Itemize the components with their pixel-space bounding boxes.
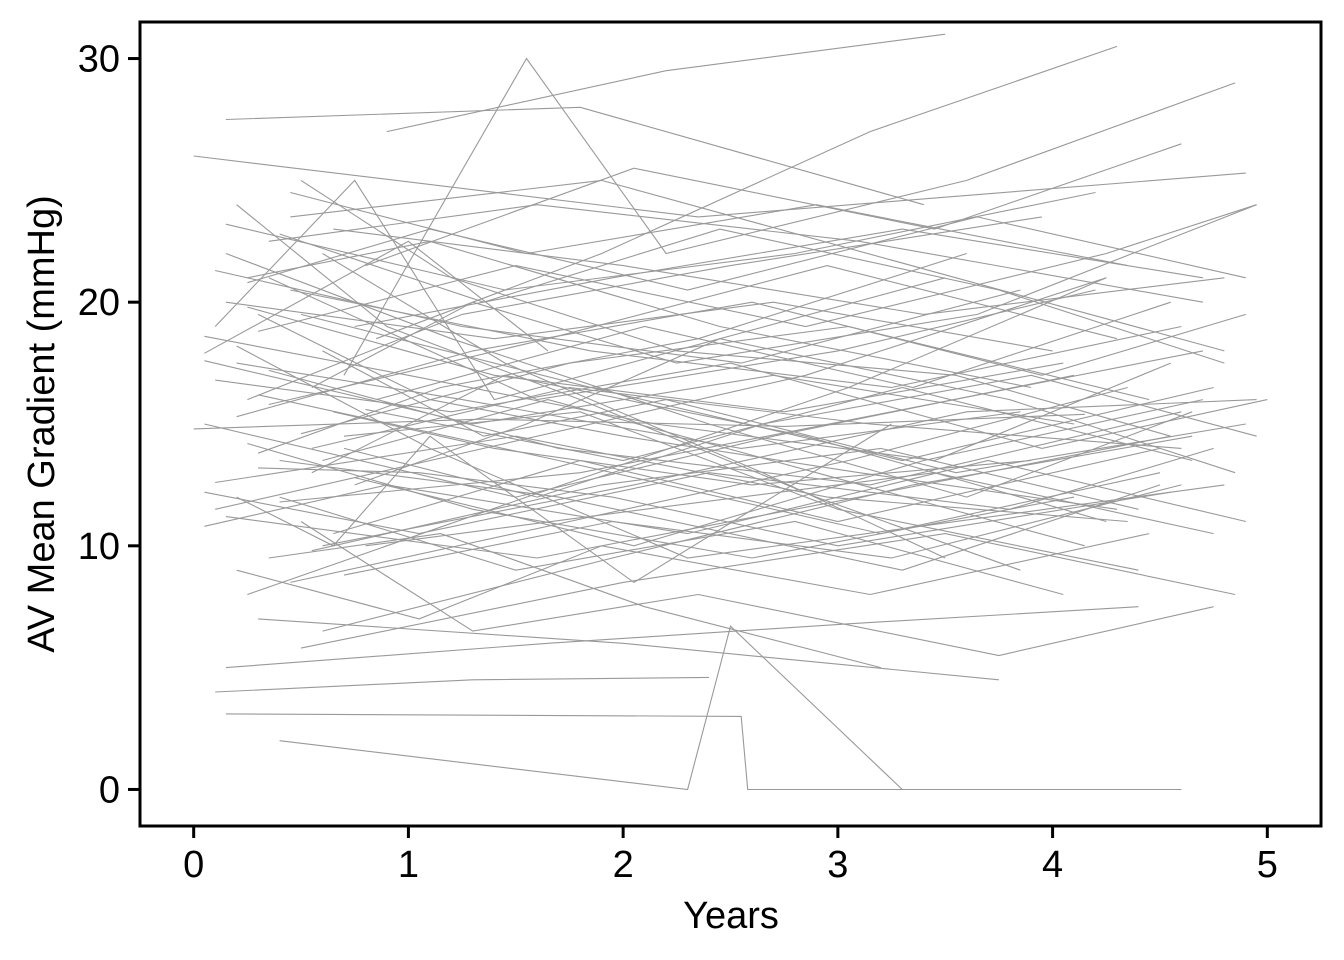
series-line-11 [225, 252, 1193, 498]
series-line-36 [215, 435, 1128, 523]
series-line-10 [236, 423, 892, 584]
series-line-69 [333, 447, 1161, 535]
series-line-46 [322, 435, 1193, 632]
series-line-39 [376, 45, 1118, 340]
series-line-49 [354, 338, 1236, 486]
series-line-81 [300, 325, 1150, 435]
series-line-3 [215, 676, 710, 693]
series-line-60 [279, 350, 1204, 503]
series-line-25 [268, 533, 881, 669]
series-line-74 [311, 447, 1139, 552]
series-line-42 [343, 411, 1139, 571]
series-line-19 [311, 386, 1182, 449]
y-tick-label: 20 [78, 282, 120, 324]
series-line-77 [279, 228, 1225, 364]
series-line-61 [225, 191, 1096, 291]
series-line-18 [257, 313, 1118, 510]
series-line-15 [322, 253, 946, 559]
series-line-31 [258, 618, 999, 681]
x-tick-label: 4 [1042, 844, 1063, 886]
series-line-64 [300, 533, 1236, 649]
series-line-45 [386, 33, 946, 133]
series-line-83 [204, 360, 1075, 425]
series-line-33 [333, 411, 1032, 486]
series-line-34 [290, 289, 1182, 389]
series-line-71 [268, 369, 1182, 486]
series-line-41 [236, 362, 1021, 449]
series-line-78 [225, 435, 1171, 559]
x-tick-label: 1 [398, 844, 419, 886]
series-line-51 [247, 442, 1075, 559]
series-line-73 [215, 269, 1021, 364]
y-tick-label: 30 [78, 39, 120, 81]
series-line-20 [215, 277, 1107, 510]
series-line-29 [300, 179, 1171, 437]
y-axis-title: AV Mean Gradient (mmHg) [21, 195, 63, 653]
series-line-72 [354, 399, 1204, 547]
series-line-5 [225, 713, 1182, 791]
series-line-7 [236, 345, 1225, 559]
series-line-70 [236, 301, 1246, 418]
x-tick-label: 2 [613, 844, 634, 886]
series-line-28 [236, 204, 1021, 571]
series-line-4 [279, 625, 903, 791]
series-line-75 [257, 204, 1257, 332]
series-line-55 [311, 374, 1107, 523]
series-line-30 [225, 606, 1139, 669]
series-line-38 [247, 240, 1032, 389]
series-line-8 [258, 467, 1171, 547]
y-axis: 0 10 20 30 [78, 39, 140, 811]
series-line-80 [247, 216, 1246, 291]
plot-background [140, 22, 1321, 826]
series-line-1 [204, 240, 549, 354]
x-tick-label: 3 [827, 844, 848, 886]
series-line-14 [300, 521, 1214, 657]
y-tick-label: 0 [99, 769, 120, 811]
series-line-53 [333, 228, 1225, 315]
series-line-37 [311, 204, 1257, 388]
series-line-2 [193, 155, 1246, 218]
x-axis-title: Years [683, 895, 779, 937]
series-line-23 [279, 459, 1161, 571]
series-line-56 [365, 143, 1182, 267]
series-line-68 [290, 191, 1128, 267]
series-line-32 [204, 335, 1171, 462]
series-line-67 [204, 447, 1214, 535]
series-line-59 [322, 350, 1246, 474]
series-lines [193, 33, 1268, 791]
series-line-47 [225, 301, 1053, 352]
series-line-44 [204, 459, 1246, 535]
series-line-79 [365, 386, 1193, 462]
y-tick-label: 10 [78, 526, 120, 568]
series-line-76 [322, 399, 1085, 547]
series-line-82 [343, 484, 1182, 576]
series-line-54 [215, 362, 1268, 449]
series-line-17 [225, 106, 924, 206]
panel-border [138, 20, 1323, 828]
series-line-24 [322, 399, 1257, 547]
x-tick-label: 0 [183, 844, 204, 886]
series-line-48 [257, 394, 1161, 535]
series-line-65 [247, 306, 1064, 413]
x-axis: 0 1 2 3 4 5 [183, 826, 1278, 886]
series-line-21 [343, 57, 1236, 376]
series-line-40 [279, 496, 1064, 596]
series-line-66 [376, 301, 1171, 401]
series-line-12 [247, 277, 1107, 596]
x-tick-label: 5 [1257, 844, 1278, 886]
